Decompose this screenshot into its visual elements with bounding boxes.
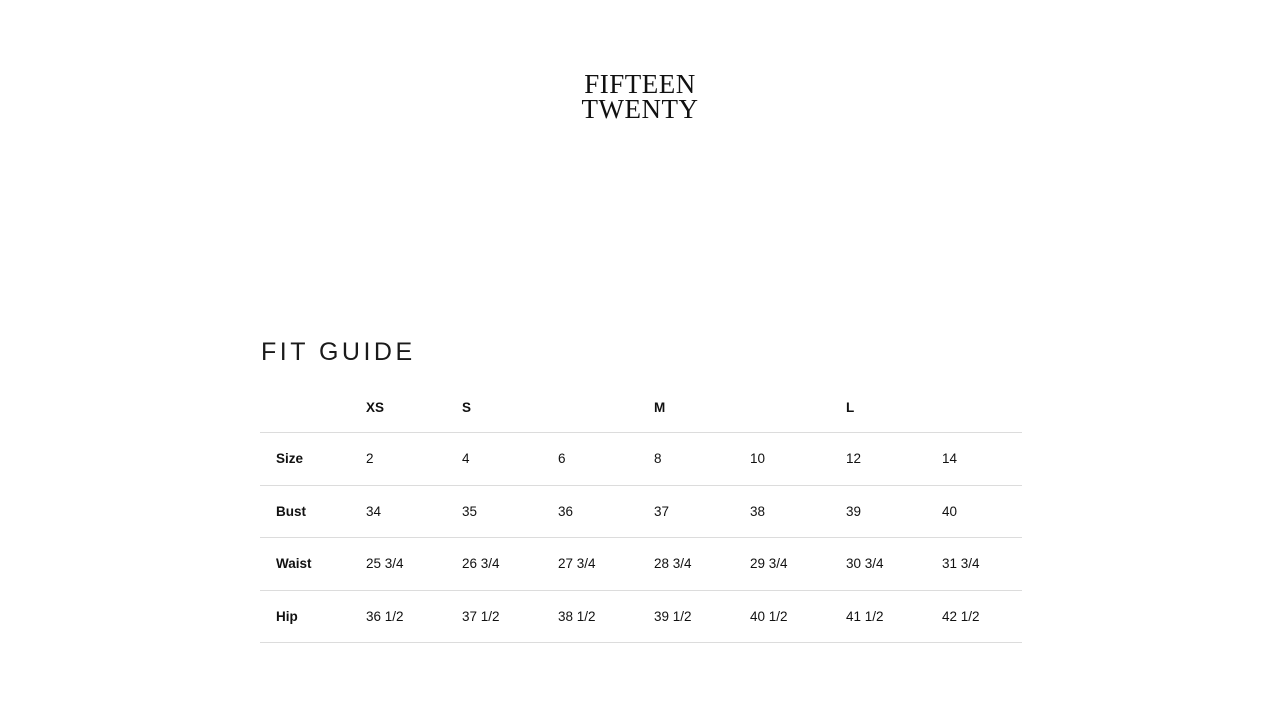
size-group-label: XS — [366, 400, 385, 415]
size-group-label: S — [462, 400, 472, 415]
table-row-bust: Bust 34 35 36 37 38 39 40 — [260, 486, 1022, 538]
size-group-header-row: XS S M L — [260, 390, 1022, 433]
table-cell: 6 — [558, 451, 566, 466]
row-label: Bust — [276, 503, 306, 519]
table-cell: 27 3/4 — [558, 556, 596, 571]
table-cell: 8 — [654, 451, 662, 466]
size-group-label: M — [654, 400, 666, 415]
table-cell: 10 — [750, 451, 766, 466]
row-label: Hip — [276, 608, 298, 624]
table-cell: 37 1/2 — [462, 608, 500, 624]
table-cell: 42 1/2 — [942, 608, 980, 624]
table-cell: 34 — [366, 503, 382, 519]
table-cell: 2 — [366, 451, 374, 466]
size-group-label: L — [846, 400, 855, 415]
table-cell: 4 — [462, 451, 470, 466]
table-cell: 30 3/4 — [846, 556, 884, 571]
fit-guide-table: XS S M L Size 2 4 6 8 10 12 14 Bust 34 35 36 37 38 39 40 Wai… — [260, 390, 1022, 643]
table-cell: 39 — [846, 503, 862, 519]
table-cell: 26 3/4 — [462, 556, 500, 571]
table-cell: 37 — [654, 503, 670, 519]
table-cell: 38 — [750, 503, 766, 519]
table-cell: 36 — [558, 503, 574, 519]
table-cell: 25 3/4 — [366, 556, 404, 571]
table-row-size: Size 2 4 6 8 10 12 14 — [260, 433, 1022, 486]
table-cell: 28 3/4 — [654, 556, 692, 571]
table-cell: 29 3/4 — [750, 556, 788, 571]
brand-logo: FIFTEEN TWENTY — [560, 69, 720, 124]
table-cell: 14 — [942, 451, 958, 466]
table-cell: 31 3/4 — [942, 556, 980, 571]
table-cell: 12 — [846, 451, 862, 466]
table-cell: 40 1/2 — [750, 608, 788, 624]
row-label: Size — [276, 451, 304, 466]
page-title: FIT GUIDE — [261, 338, 416, 366]
table-cell: 40 — [942, 503, 958, 519]
table-row-waist: Waist 25 3/4 26 3/4 27 3/4 28 3/4 29 3/4 30 3/… — [260, 538, 1022, 591]
table-cell: 38 1/2 — [558, 608, 596, 624]
logo-line-1: FIFTEEN — [584, 69, 696, 99]
table-cell: 39 1/2 — [654, 608, 692, 624]
table-cell: 41 1/2 — [846, 608, 884, 624]
row-label: Waist — [276, 556, 312, 571]
table-row-hip: Hip 36 1/2 37 1/2 38 1/2 39 1/2 40 1/2 41 1/2 4… — [260, 591, 1022, 643]
table-cell: 35 — [462, 503, 478, 519]
logo-line-2: TWENTY — [581, 94, 699, 124]
table-cell: 36 1/2 — [366, 608, 404, 624]
